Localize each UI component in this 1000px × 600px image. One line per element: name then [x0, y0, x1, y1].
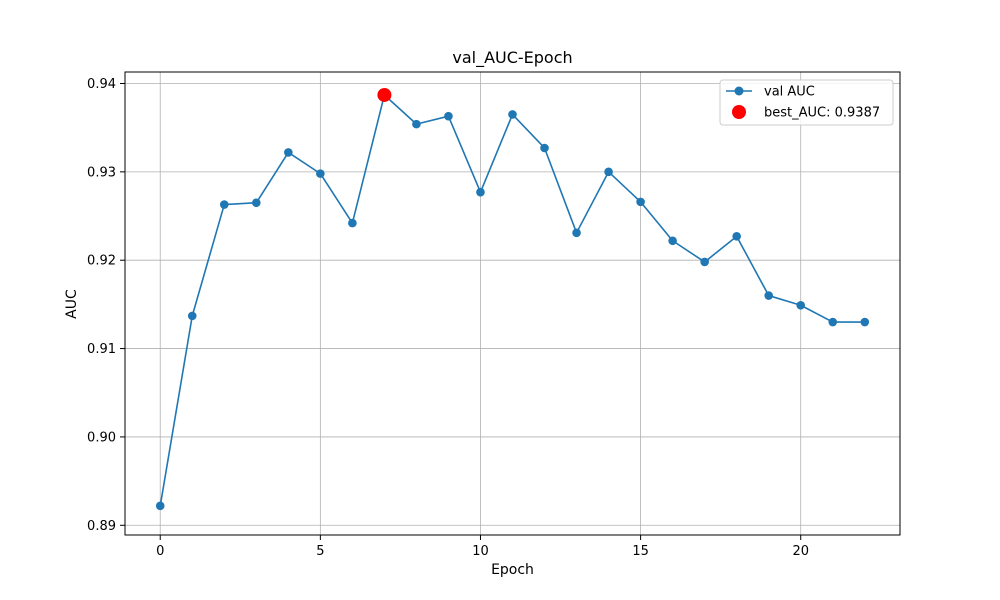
series	[155, 87, 870, 511]
data-point	[860, 317, 870, 327]
y-tick-label: 0.90	[87, 430, 116, 445]
legend-series-label: val AUC	[764, 85, 815, 100]
data-point	[828, 317, 838, 327]
data-point	[252, 198, 261, 208]
plot-frame	[124, 71, 901, 536]
y-tick-label: 0.94	[87, 77, 116, 92]
y-axis-title: AUC	[64, 289, 80, 319]
data-point	[572, 228, 581, 238]
legend: val AUC best_AUC: 0.9387	[719, 79, 894, 126]
y-tick-label: 0.89	[87, 519, 116, 534]
data-point	[219, 200, 229, 209]
legend-series-marker	[734, 86, 744, 96]
best-auc-point	[377, 87, 392, 102]
data-point	[508, 110, 517, 119]
data-point	[700, 257, 709, 267]
data-point	[444, 111, 453, 121]
data-point	[412, 119, 421, 129]
x-tick-label: 20	[792, 544, 809, 559]
legend-best-label: best_AUC: 0.9387	[764, 106, 880, 121]
legend-best-marker	[732, 105, 746, 119]
x-tick-label: 5	[316, 544, 324, 559]
chart-title: val_AUC-Epoch	[452, 48, 572, 68]
data-point	[348, 218, 357, 228]
x-tick-label: 15	[632, 544, 649, 559]
data-point	[476, 187, 485, 197]
y-tick-label: 0.93	[87, 165, 116, 180]
data-point	[764, 291, 773, 300]
legend-box	[719, 79, 894, 126]
data-point	[796, 300, 806, 310]
y-tick-label: 0.92	[87, 254, 116, 269]
data-point	[540, 143, 549, 153]
data-point	[284, 148, 293, 157]
x-axis-title: Epoch	[491, 562, 534, 578]
data-point	[636, 197, 645, 207]
labels: val_AUC-Epoch Epoch AUC	[64, 48, 573, 578]
x-tick-label: 10	[472, 544, 489, 559]
y-tick-label: 0.91	[87, 342, 116, 357]
data-point	[732, 232, 741, 241]
x-tick-label: 0	[156, 544, 164, 559]
data-point	[187, 311, 197, 321]
axes: 0 5 10 15 20 0.89 0.90 0.91 0.92 0.93 0.94	[87, 71, 901, 559]
data-point	[668, 236, 677, 246]
data-point	[604, 167, 613, 177]
data-point	[155, 501, 165, 511]
data-point	[316, 169, 325, 178]
